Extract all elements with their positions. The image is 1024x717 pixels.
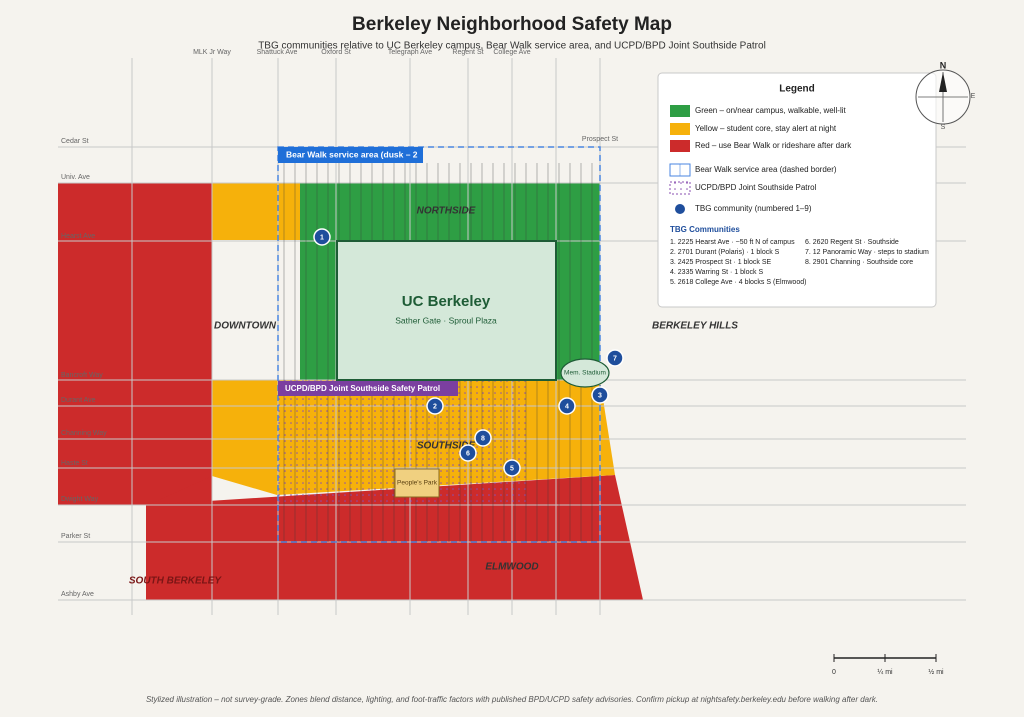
legend-swatch	[675, 204, 685, 214]
community-marker	[606, 349, 624, 367]
legend-swatch	[670, 105, 690, 117]
street-label: Oxford St	[321, 49, 351, 56]
legend-swatch	[670, 140, 690, 152]
footer: Stylized illustration – not survey-grade…	[146, 695, 878, 704]
community-item: 4. 2335 Warring St · 1 block S	[670, 269, 763, 276]
community-marker	[313, 228, 331, 246]
park	[394, 468, 440, 498]
neighborhood-label: SOUTHSIDE	[417, 441, 476, 452]
community-item: 2. 2701 Durant (Polaris) · 1 block S	[670, 249, 780, 256]
legend-box	[657, 72, 937, 308]
street-label: Telegraph Ave	[388, 49, 432, 56]
street-label: Regent St	[452, 49, 483, 56]
legend-label: Bear Walk service area (dashed border)	[695, 165, 837, 174]
bear-walk-area	[277, 146, 601, 543]
campus-name: UC Berkeley	[402, 293, 491, 310]
communities-title: TBG Communities	[670, 225, 740, 234]
marker-number: 3	[598, 392, 602, 399]
street-label: Durant Ave	[61, 397, 96, 404]
neighborhood-label: DOWNTOWN	[214, 321, 277, 332]
community-marker	[591, 386, 609, 404]
bear-walk-label: Bear Walk service area (dusk – 2	[286, 149, 418, 159]
landmark-label: Mem. Stadium	[564, 370, 606, 377]
marker-number: 7	[613, 355, 617, 362]
legend-label: UCPD/BPD Joint Southside Patrol	[695, 183, 817, 192]
red-zone	[58, 183, 212, 505]
community-item: 1. 2225 Hearst Ave · ~50 ft N of campus	[670, 239, 795, 246]
street-label: Parker St	[61, 533, 90, 540]
legend-label: Yellow – student core, stay alert at nig…	[695, 124, 837, 133]
neighborhood-label: NORTHSIDE	[417, 206, 476, 217]
compass-label: N	[940, 60, 947, 70]
landmark-label: People's Park	[397, 480, 438, 487]
bear-walk-tag	[278, 147, 423, 163]
title: Berkeley Neighborhood Safety Map	[352, 14, 672, 35]
legend-label: Green – on/near campus, walkable, well-l…	[695, 106, 847, 115]
community-item: 7. 12 Panoramic Way · steps to stadium	[805, 249, 929, 256]
patrol-tag	[278, 381, 458, 396]
compass-needle	[939, 72, 947, 92]
scale-label: ¼ mi	[877, 669, 893, 676]
community-marker	[558, 397, 576, 415]
street-label: Haste St	[61, 460, 88, 467]
street-label: Channing Way	[61, 430, 107, 437]
subtitle: TBG communities relative to UC Berkeley …	[258, 41, 766, 52]
community-marker	[503, 459, 521, 477]
markers: 1 2 3 4 5 6 7 8	[313, 228, 624, 477]
scale-label: 0	[832, 669, 836, 676]
street-label: Dwight Way	[61, 496, 99, 503]
stadium	[560, 358, 610, 388]
street-label: Shattuck Ave	[257, 49, 298, 56]
community-item: 8. 2901 Channing · Southside core	[805, 259, 913, 266]
neighborhood-label: SOUTH BERKELEY	[129, 576, 223, 587]
marker-number: 1	[320, 234, 324, 241]
street-label: Cedar St	[61, 138, 89, 145]
legend-swatch	[669, 181, 691, 195]
legend-title: Legend	[779, 84, 815, 95]
marker-number: 8	[481, 435, 485, 442]
legend-label: Red – use Bear Walk or rideshare after d…	[695, 141, 852, 150]
community-marker	[474, 429, 492, 447]
legend-swatch	[670, 123, 690, 135]
neighborhood-label: BERKELEY HILLS	[652, 321, 738, 332]
street-label: Bancroft Way	[61, 372, 103, 379]
community-item: 5. 2618 College Ave · 4 blocks S (Elmwoo…	[670, 279, 806, 286]
community-marker	[459, 444, 477, 462]
marker-number: 5	[510, 465, 514, 472]
marker-number: 2	[433, 403, 437, 410]
campus-subtitle: Sather Gate · Sproul Plaza	[395, 315, 497, 325]
street-label: MLK Jr Way	[193, 49, 231, 56]
community-item: 3. 2425 Prospect St · 1 block SE	[670, 259, 771, 266]
compass-label: E	[971, 93, 976, 100]
patrol-label: UCPD/BPD Joint Southside Safety Patrol	[285, 384, 440, 393]
scale-label: ½ mi	[928, 668, 944, 676]
neighborhood-label: ELMWOOD	[485, 562, 538, 573]
street-label: Ashby Ave	[61, 591, 94, 598]
community-marker	[426, 397, 444, 415]
community-item: 6. 2620 Regent St · Southside	[805, 239, 899, 246]
patrol-area	[278, 380, 530, 505]
marker-number: 6	[466, 450, 470, 457]
street-label: Hearst Ave	[61, 233, 95, 240]
compass-label: S	[941, 124, 946, 131]
marker-number: 4	[565, 403, 569, 410]
street-label: College Ave	[493, 49, 530, 56]
yellow-zone	[212, 183, 300, 240]
street-label: Univ. Ave	[61, 174, 90, 181]
red-zone	[146, 475, 643, 600]
legend-label: TBG community (numbered 1–9)	[695, 204, 812, 213]
campus	[336, 240, 557, 381]
street-label: Prospect St	[582, 136, 618, 143]
